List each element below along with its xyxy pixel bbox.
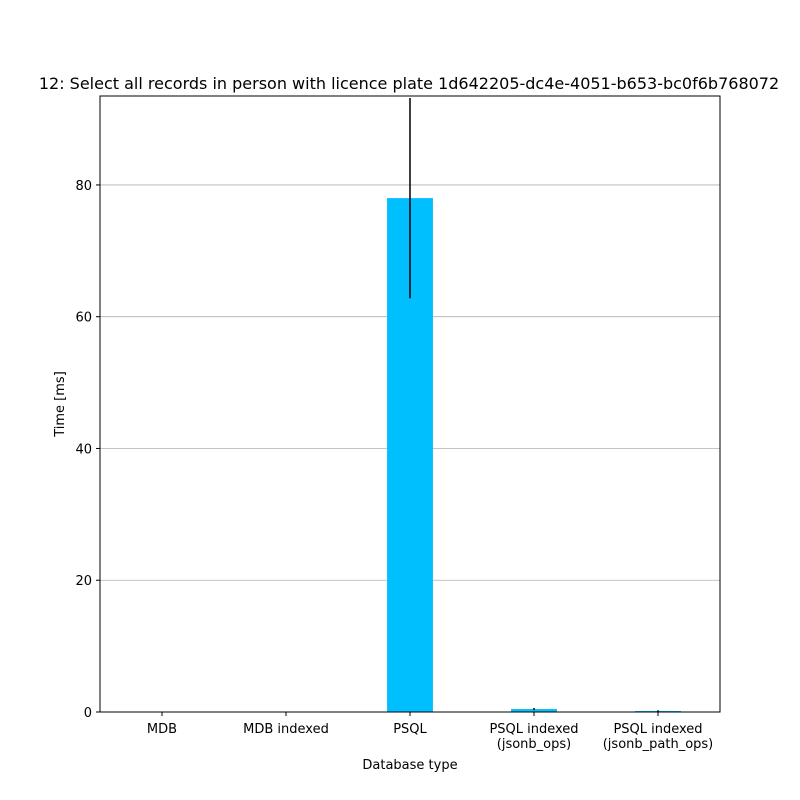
x-tick-label: MDB — [147, 722, 177, 737]
chart-title: 12: Select all records in person with li… — [39, 74, 779, 93]
y-tick-label: 60 — [75, 311, 92, 326]
y-tick-label: 40 — [75, 442, 92, 457]
x-tick-label: MDB indexed — [243, 722, 329, 737]
y-axis-label: Time [ms] — [53, 371, 68, 438]
y-tick-label: 80 — [75, 179, 92, 194]
x-axis-ticks: MDB MDB indexed PSQL PSQL indexed (jsonb_ops… — [147, 712, 713, 752]
x-tick-label: PSQL — [393, 722, 427, 737]
y-tick-label: 20 — [75, 574, 92, 589]
x-tick-label: PSQL indexed (jsonb_path_ops) — [603, 722, 714, 752]
y-axis-ticks: 0 20 40 60 80 — [75, 179, 100, 721]
x-axis-label: Database type — [362, 758, 457, 773]
x-tick-label: PSQL indexed (jsonb_ops) — [489, 722, 578, 752]
bar — [511, 709, 557, 712]
y-tick-label: 0 — [84, 706, 92, 721]
